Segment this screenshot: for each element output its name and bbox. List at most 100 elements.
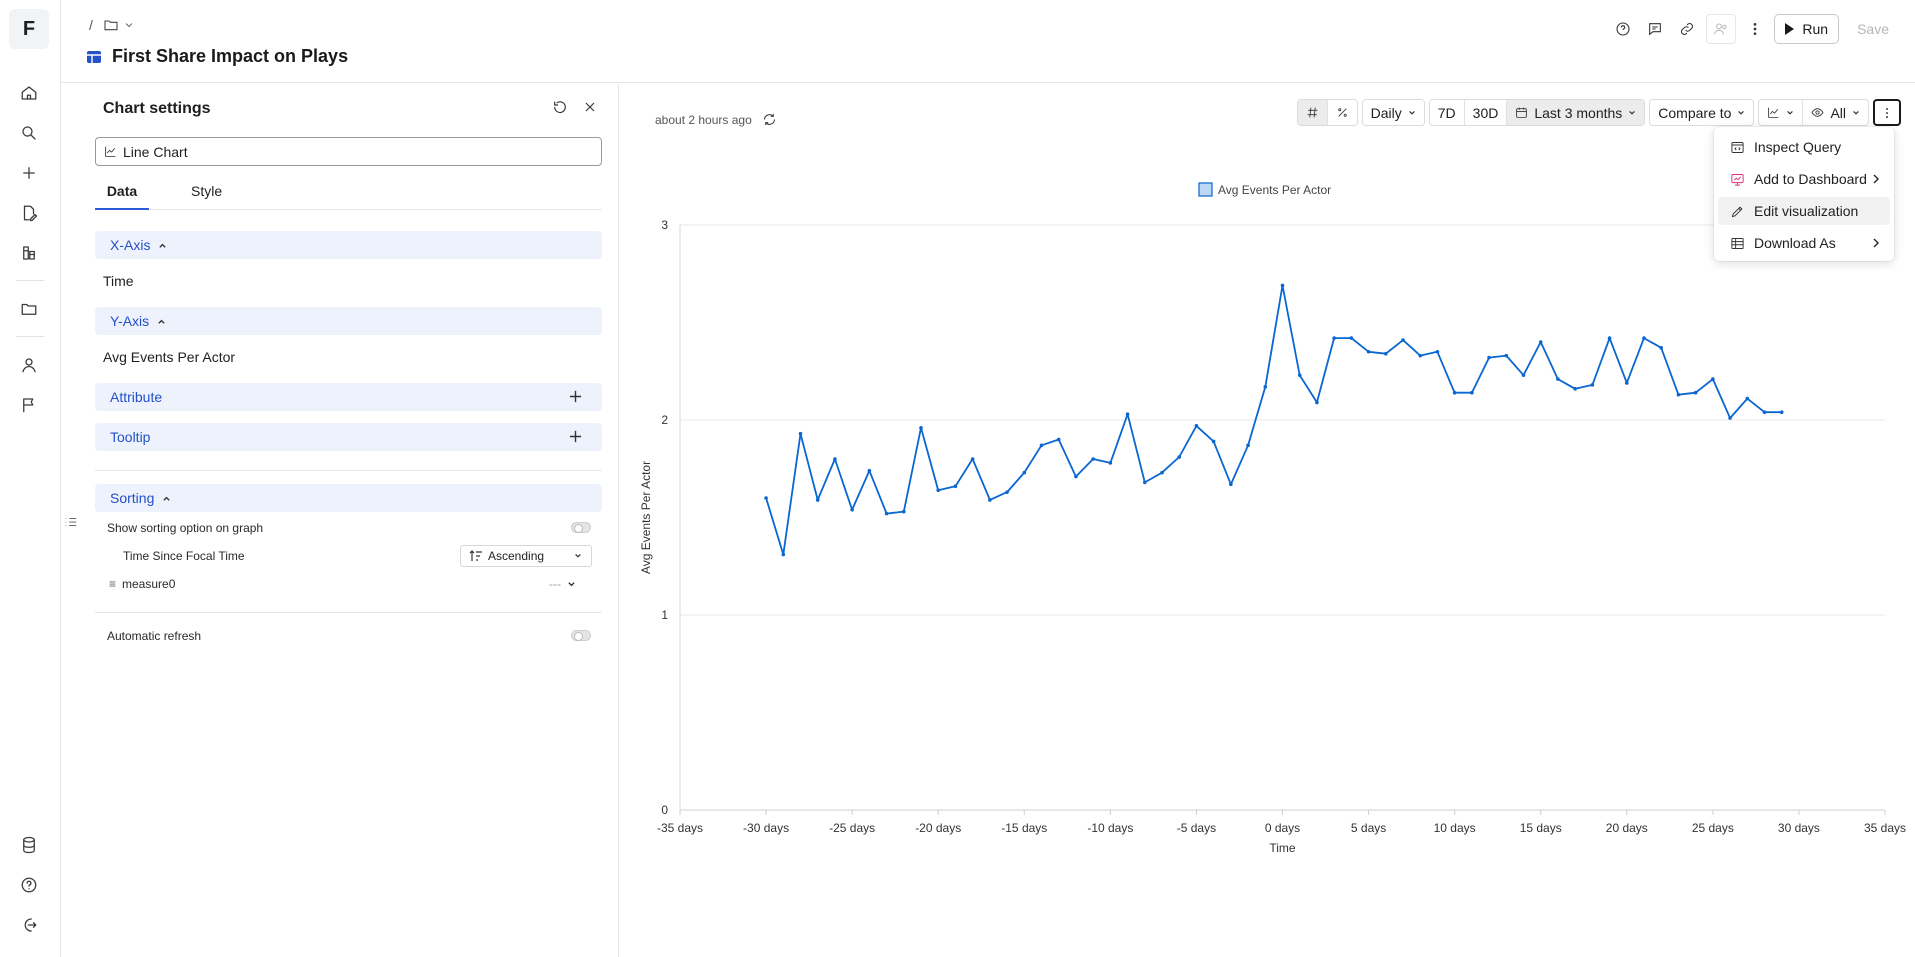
link-icon[interactable] [1674,14,1700,44]
measure-label: measure0 [122,577,176,591]
folder-icon[interactable] [103,17,135,33]
data-point [936,488,941,493]
plus-icon[interactable] [18,162,40,184]
measure-order-select[interactable]: --- [549,577,576,591]
data-point [1297,373,1302,377]
y-tick-label: 2 [661,413,668,427]
attribute-section[interactable]: Attribute [95,383,602,411]
plus-icon[interactable] [569,390,582,403]
more-vertical-icon[interactable] [1742,14,1768,44]
x-tick-label: -30 days [743,821,789,835]
menu-item-inspect-query[interactable]: Inspect Query [1718,133,1890,161]
data-point [1280,283,1285,288]
plus-icon[interactable] [569,430,582,443]
collaborators-icon[interactable] [1706,14,1737,44]
tab-data[interactable]: Data [95,179,149,210]
reset-icon[interactable] [552,99,568,115]
data-point [1504,353,1509,358]
divider [95,612,602,613]
help-icon[interactable] [18,874,40,896]
menu-item-download-as[interactable]: Download As [1718,229,1890,257]
data-point [1762,410,1767,415]
home-icon[interactable] [18,82,40,104]
save-button[interactable]: Save [1857,21,1889,37]
data-point [867,468,872,473]
attribute-label: Attribute [110,389,163,405]
flag-icon[interactable] [18,394,40,416]
data-point [1142,480,1147,485]
app-logo[interactable]: F [9,9,49,49]
x-tick-label: -15 days [1001,821,1047,835]
chevron-down-icon [568,581,575,586]
date-range-select[interactable]: Last 3 months [1507,100,1645,125]
menu-item-add-to-dashboard[interactable]: Add to Dashboard [1718,165,1890,193]
play-icon [1785,23,1795,35]
folder-icon[interactable] [18,298,40,320]
data-point [833,457,837,461]
data-point [1573,387,1577,391]
chevron-down-icon [1738,110,1745,115]
x-axis-field[interactable]: Time [103,273,134,289]
measure-row[interactable]: ≡ measure0 [109,577,175,591]
compare-value: Compare to [1658,104,1732,121]
data-point [1211,439,1216,444]
chart-toolbar: Daily 7D 30D Last 3 months Compare to Al… [1296,99,1901,126]
header-actions: Run Save [1610,14,1901,44]
flask-icon[interactable] [18,242,40,264]
menu-item-label: Edit visualization [1754,203,1859,219]
top-bar: / First Share Impact on Plays Run Save [61,0,1915,83]
visibility-select[interactable]: All [1803,100,1868,125]
chevron-down-icon [1408,110,1415,115]
sort-order-select[interactable]: Ascending [460,545,592,567]
help-icon[interactable] [1610,14,1636,44]
chart-type-toggle[interactable] [1759,100,1804,125]
more-options-button[interactable] [1873,99,1901,126]
x-axis-label: X-Axis [110,237,151,253]
comment-icon[interactable] [1642,14,1668,44]
refresh-icon[interactable] [762,112,777,127]
search-icon[interactable] [18,122,40,144]
list-toggle-icon[interactable] [64,515,78,529]
show-sorting-toggle[interactable] [571,522,591,533]
chevron-down-icon [575,553,581,558]
compare-select[interactable]: Compare to [1649,99,1755,126]
data-point [1074,474,1078,479]
drag-handle-icon[interactable]: ≡ [109,577,117,591]
more-options-menu: Inspect Query Add to Dashboard Edit visu… [1714,127,1894,261]
x-tick-label: -5 days [1177,821,1216,835]
auto-refresh-toggle[interactable] [571,630,591,641]
percent-button[interactable] [1327,100,1357,125]
chart-type-select[interactable]: Line Chart [95,137,602,166]
tab-style[interactable]: Style [191,183,223,199]
file-edit-icon[interactable] [18,202,40,224]
range-30d-button[interactable]: 30D [1464,100,1508,125]
granularity-select[interactable]: Daily [1361,99,1425,126]
run-label: Run [1802,21,1829,37]
date-range-value: Last 3 months [1534,104,1623,121]
x-axis-section[interactable]: X-Axis [95,231,602,259]
nav-divider [16,336,44,337]
database-icon[interactable] [18,834,40,856]
hash-icon [1307,107,1317,118]
last-updated: about 2 hours ago [655,112,777,127]
close-icon[interactable] [582,99,598,115]
y-axis-field[interactable]: Avg Events Per Actor [103,349,236,365]
data-point [1108,461,1113,465]
sorting-section[interactable]: Sorting [95,484,602,512]
user-icon[interactable] [18,354,40,376]
tooltip-label: Tooltip [110,429,151,445]
code-window-icon [1731,141,1744,153]
number-format-button[interactable] [1297,100,1328,125]
range-7d-button[interactable]: 7D [1429,100,1465,125]
granularity-value: Daily [1370,104,1402,121]
tooltip-section[interactable]: Tooltip [95,423,602,451]
data-point [953,484,958,489]
menu-item-edit-visualization[interactable]: Edit visualization [1718,197,1890,225]
chevron-up-icon [158,319,165,324]
y-axis-section[interactable]: Y-Axis [95,307,602,335]
table-icon [87,50,101,63]
data-point [901,509,906,514]
x-tick-label: -35 days [657,821,703,835]
logout-icon[interactable] [18,914,40,936]
run-button[interactable]: Run [1774,14,1840,44]
